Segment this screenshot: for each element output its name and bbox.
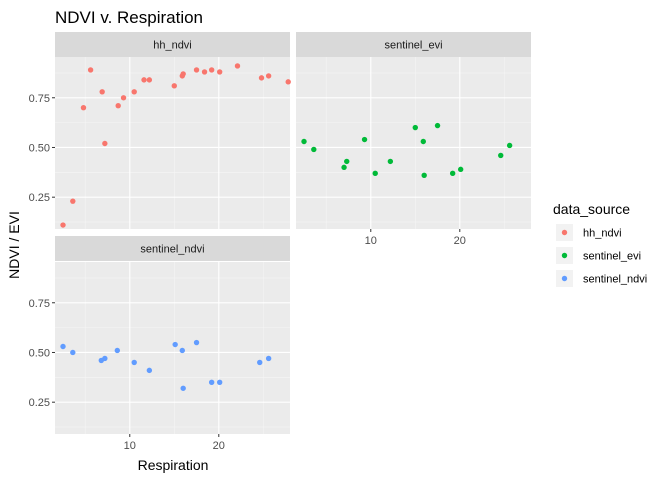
y-tick-label: 0.50 bbox=[29, 142, 50, 154]
chart-title: NDVI v. Respiration bbox=[55, 8, 203, 27]
legend-key-hh-ndvi bbox=[561, 229, 568, 236]
data-point-hh-ndvi bbox=[234, 63, 241, 69]
data-point-sentinel-ndvi bbox=[265, 355, 272, 362]
legend-label: sentinel_ndvi bbox=[583, 274, 647, 286]
data-point-hh-ndvi bbox=[258, 75, 265, 81]
data-point-sentinel-ndvi bbox=[257, 359, 263, 366]
facet-panel-hh-ndvi: hh_ndvi 0.25 0.50 0.75 bbox=[29, 32, 291, 229]
data-point-hh-ndvi bbox=[141, 77, 147, 83]
data-point-sentinel-ndvi bbox=[114, 347, 121, 354]
data-point-sentinel-evi bbox=[457, 166, 464, 173]
legend-key-sentinel-ndvi bbox=[561, 275, 568, 282]
data-point-sentinel-evi bbox=[361, 136, 368, 143]
data-point-sentinel-ndvi bbox=[172, 341, 178, 348]
data-point-hh-ndvi bbox=[146, 77, 153, 83]
data-point-sentinel-evi bbox=[301, 138, 307, 145]
data-point-sentinel-evi bbox=[311, 146, 317, 153]
data-point-sentinel-ndvi bbox=[179, 347, 185, 354]
data-point-hh-ndvi bbox=[131, 89, 137, 95]
data-point-sentinel-ndvi bbox=[70, 349, 76, 356]
data-point-hh-ndvi bbox=[70, 198, 76, 204]
data-point-sentinel-evi bbox=[506, 142, 513, 149]
data-point-sentinel-ndvi bbox=[60, 343, 66, 350]
legend: data_source hh_ndvi sentinel_evi sentinel_… bbox=[553, 201, 647, 287]
facet-panel-sentinel-evi: sentinel_evi 10 20 bbox=[296, 32, 531, 247]
facet-strip-label: sentinel_ndvi bbox=[140, 244, 204, 256]
data-point-hh-ndvi bbox=[99, 89, 105, 95]
data-point-hh-ndvi bbox=[208, 67, 215, 73]
legend-title: data_source bbox=[553, 201, 630, 217]
legend-key-sentinel-evi bbox=[561, 252, 568, 259]
panel-background bbox=[296, 57, 531, 229]
data-point-sentinel-evi bbox=[498, 152, 504, 159]
data-point-sentinel-ndvi bbox=[180, 385, 186, 391]
data-point-sentinel-evi bbox=[449, 170, 456, 177]
x-tick-label: 10 bbox=[124, 440, 136, 452]
panel-background bbox=[55, 262, 290, 434]
y-tick-label: 0.25 bbox=[29, 397, 50, 409]
x-tick-label: 20 bbox=[454, 235, 466, 247]
y-tick-label: 0.75 bbox=[29, 93, 50, 105]
data-point-hh-ndvi bbox=[102, 140, 108, 147]
data-point-sentinel-evi bbox=[434, 122, 441, 129]
data-point-sentinel-evi bbox=[421, 172, 427, 179]
data-point-sentinel-ndvi bbox=[208, 379, 215, 386]
y-tick-label: 0.25 bbox=[29, 192, 50, 204]
facet-strip bbox=[296, 32, 531, 57]
data-point-hh-ndvi bbox=[115, 103, 121, 109]
data-point-hh-ndvi bbox=[80, 105, 87, 111]
data-point-hh-ndvi bbox=[60, 222, 66, 228]
data-point-hh-ndvi bbox=[180, 71, 186, 77]
y-tick-label: 0.75 bbox=[29, 298, 50, 310]
data-point-sentinel-evi bbox=[420, 138, 426, 145]
facet-strip bbox=[55, 236, 290, 261]
x-axis-title: Respiration bbox=[138, 457, 209, 473]
data-point-hh-ndvi bbox=[120, 95, 127, 101]
legend-label: sentinel_evi bbox=[583, 251, 641, 263]
y-tick-label: 0.50 bbox=[29, 347, 50, 359]
x-tick-label: 10 bbox=[365, 235, 377, 247]
facet-strip-label: hh_ndvi bbox=[153, 40, 192, 52]
data-point-sentinel-ndvi bbox=[102, 355, 108, 362]
data-point-sentinel-evi bbox=[387, 158, 394, 165]
facet-strip bbox=[55, 32, 290, 57]
facet-strip-label: sentinel_evi bbox=[384, 40, 442, 52]
panel-background bbox=[55, 57, 290, 229]
data-point-sentinel-ndvi bbox=[193, 339, 200, 346]
x-tick-label: 20 bbox=[213, 440, 225, 452]
y-axis-title: NDVI / EVI bbox=[6, 211, 22, 279]
data-point-sentinel-evi bbox=[412, 124, 418, 131]
data-point-sentinel-ndvi bbox=[146, 367, 153, 374]
data-point-hh-ndvi bbox=[87, 67, 94, 73]
facet-panel-sentinel-ndvi: sentinel_ndvi 0.25 0.50 0.75 10 20 bbox=[29, 236, 290, 452]
data-point-sentinel-evi bbox=[372, 170, 378, 177]
data-point-hh-ndvi bbox=[285, 79, 291, 85]
data-point-hh-ndvi bbox=[171, 83, 177, 89]
data-point-hh-ndvi bbox=[193, 67, 200, 73]
data-point-hh-ndvi bbox=[201, 69, 208, 75]
data-point-sentinel-ndvi bbox=[131, 359, 137, 366]
data-point-sentinel-evi bbox=[341, 164, 347, 171]
data-point-sentinel-evi bbox=[344, 158, 350, 165]
data-point-hh-ndvi bbox=[216, 69, 223, 75]
data-point-sentinel-ndvi bbox=[216, 379, 223, 386]
data-point-hh-ndvi bbox=[265, 73, 272, 79]
legend-label: hh_ndvi bbox=[583, 228, 622, 240]
